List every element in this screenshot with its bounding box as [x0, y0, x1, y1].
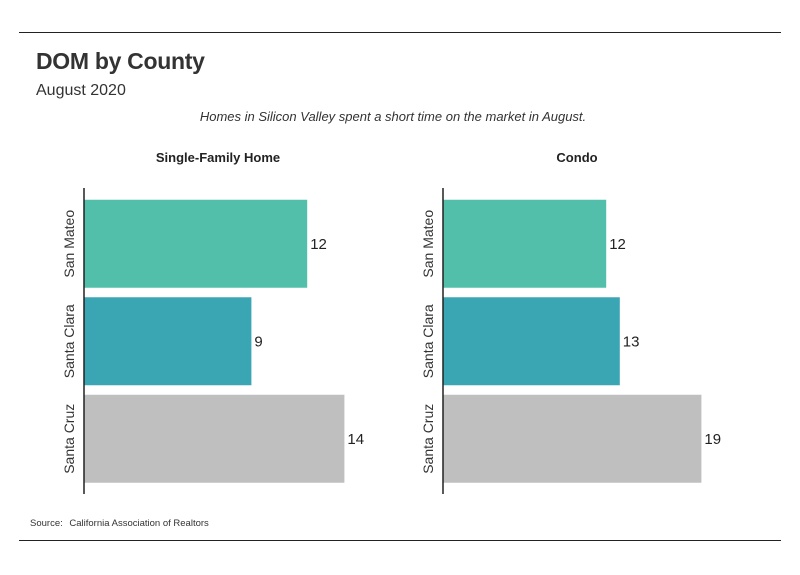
panel-single-family: Single-Family Home 12 San Mateo 9 Santa Clar… [61, 150, 364, 494]
bar-santa-cruz [443, 394, 702, 483]
bar-san-mateo [84, 199, 308, 288]
data-label: 19 [704, 431, 721, 448]
category-label: San Mateo [420, 210, 436, 278]
data-label: 13 [623, 333, 640, 350]
panel-title: Condo [556, 150, 597, 165]
data-label: 12 [609, 236, 626, 253]
category-label: Santa Clara [420, 304, 436, 378]
data-label: 9 [254, 333, 262, 350]
chart-caption: Homes in Silicon Valley spent a short ti… [199, 109, 587, 124]
category-label: Santa Cruz [61, 404, 77, 474]
bottom-rule [19, 540, 781, 541]
category-label: Santa Clara [61, 304, 77, 378]
data-label: 14 [347, 431, 364, 448]
panel-title: Single-Family Home [156, 150, 280, 165]
data-label: 12 [310, 236, 327, 253]
bar-san-mateo [443, 199, 607, 288]
bar-santa-cruz [84, 394, 345, 483]
bar-santa-clara [443, 297, 620, 386]
category-label: San Mateo [61, 210, 77, 278]
source-text: California Association of Realtors [69, 518, 209, 529]
chart-subtitle: August 2020 [36, 82, 126, 99]
top-rule [19, 32, 781, 33]
category-label: Santa Cruz [420, 404, 436, 474]
source-note: Source: California Association of Realto… [30, 518, 213, 529]
source-label: Source: [30, 518, 63, 529]
bar-santa-clara [84, 297, 252, 386]
panel-condo: Condo 12 San Mateo 13 Santa Clara 19 Santa Cru… [420, 150, 721, 494]
chart-title: DOM by County [36, 48, 205, 74]
